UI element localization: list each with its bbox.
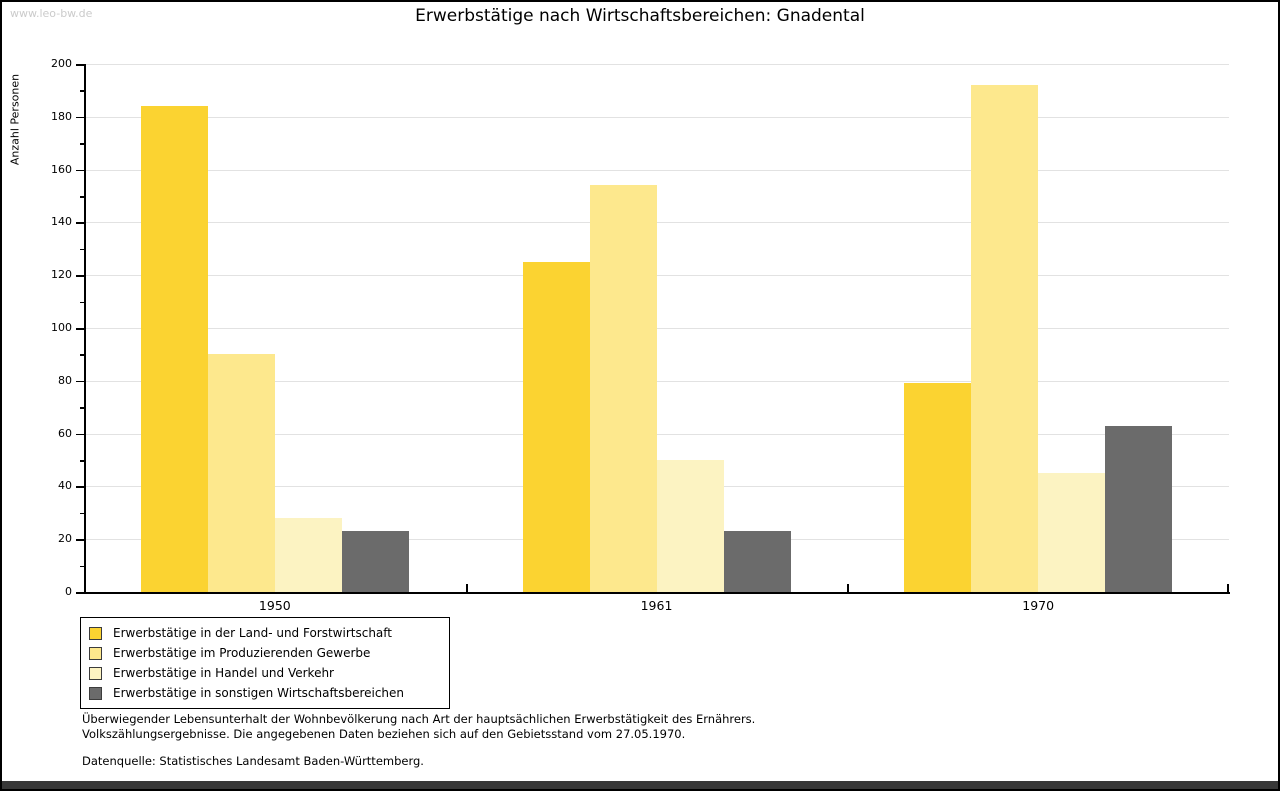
y-tick-label-40: 40 bbox=[58, 479, 72, 493]
y-major-tick-160 bbox=[76, 169, 84, 172]
watermark-url: www.leo-bw.de bbox=[10, 7, 93, 20]
bar-series1-1970 bbox=[904, 383, 972, 592]
legend-item: Erwerbstätige in sonstigen Wirtschaftsbe… bbox=[89, 683, 441, 703]
bar-series3-1950 bbox=[274, 518, 342, 592]
y-tick-label-0: 0 bbox=[65, 585, 72, 598]
gridline-200 bbox=[86, 64, 1229, 65]
gridline-100 bbox=[86, 328, 1229, 329]
legend-box: Erwerbstätige in der Land- und Forstwirt… bbox=[80, 617, 450, 709]
y-tick-label-20: 20 bbox=[58, 532, 72, 546]
x-category-label-1970: 1970 bbox=[1022, 598, 1055, 613]
y-major-tick-120 bbox=[76, 275, 84, 277]
bar-series2-1950 bbox=[207, 354, 275, 592]
y-minor-tick-190 bbox=[80, 90, 84, 92]
bar-series4-1970 bbox=[1105, 425, 1173, 592]
legend-item: Erwerbstätige im Produzierenden Gewerbe bbox=[89, 643, 441, 663]
y-axis-line bbox=[84, 64, 86, 594]
y-minor-tick-90 bbox=[80, 354, 84, 356]
y-major-tick-140 bbox=[76, 222, 84, 224]
gridline-140 bbox=[86, 222, 1229, 224]
y-major-tick-80 bbox=[76, 380, 84, 383]
x-category-label-1950: 1950 bbox=[258, 598, 291, 613]
y-tick-label-160: 160 bbox=[51, 162, 72, 176]
legend-label: Erwerbstätige in der Land- und Forstwirt… bbox=[113, 626, 392, 640]
legend-swatch-handel-verkehr bbox=[89, 666, 102, 680]
y-minor-tick-170 bbox=[80, 143, 84, 145]
bar-series3-1970 bbox=[1038, 473, 1106, 592]
y-major-tick-60 bbox=[76, 433, 84, 436]
footer-note-line2: Volkszählungsergebnisse. Die angegebenen… bbox=[82, 727, 686, 741]
legend-swatch-sonstige-bereiche bbox=[89, 686, 102, 700]
gridline-180 bbox=[86, 116, 1229, 118]
legend-swatch-land-forstwirtschaft bbox=[89, 626, 102, 640]
legend-item: Erwerbstätige in der Land- und Forstwirt… bbox=[89, 623, 441, 643]
y-major-tick-100 bbox=[76, 328, 84, 330]
x-boundary-tick-3 bbox=[1227, 584, 1229, 592]
y-minor-tick-30 bbox=[80, 512, 84, 515]
bar-series2-1970 bbox=[971, 85, 1039, 592]
y-minor-tick-130 bbox=[80, 248, 84, 251]
gridline-80 bbox=[86, 380, 1229, 382]
gridline-160 bbox=[86, 169, 1229, 171]
bar-series2-1961 bbox=[589, 185, 657, 592]
y-tick-label-120: 120 bbox=[51, 268, 72, 282]
y-tick-label-80: 80 bbox=[58, 373, 72, 387]
y-tick-label-200: 200 bbox=[51, 57, 72, 70]
y-minor-tick-70 bbox=[80, 407, 84, 409]
y-major-tick-200 bbox=[76, 64, 84, 66]
gridline-60 bbox=[86, 433, 1229, 435]
legend-label: Erwerbstätige im Produzierenden Gewerbe bbox=[113, 646, 371, 660]
x-axis-line bbox=[83, 592, 1230, 594]
y-minor-tick-150 bbox=[80, 196, 84, 198]
legend-label: Erwerbstätige in Handel und Verkehr bbox=[113, 666, 334, 680]
footer-notes: Überwiegender Lebensunterhalt der Wohnbe… bbox=[82, 712, 1182, 768]
y-tick-label-100: 100 bbox=[51, 321, 72, 334]
bar-series1-1961 bbox=[522, 262, 590, 592]
footer-note-line1: Überwiegender Lebensunterhalt der Wohnbe… bbox=[82, 712, 756, 726]
y-tick-label-60: 60 bbox=[58, 426, 72, 440]
y-minor-tick-10 bbox=[80, 565, 84, 568]
bottom-edge-bar bbox=[2, 781, 1278, 789]
gridline-120 bbox=[86, 275, 1229, 277]
footer-data-source: Datenquelle: Statistisches Landesamt Bad… bbox=[82, 754, 424, 768]
y-minor-tick-110 bbox=[80, 301, 84, 304]
chart-title: Erwerbstätige nach Wirtschaftsbereichen:… bbox=[415, 6, 865, 26]
bar-series3-1961 bbox=[656, 460, 724, 592]
x-category-label-1961: 1961 bbox=[640, 598, 673, 613]
legend-item: Erwerbstätige in Handel und Verkehr bbox=[89, 663, 441, 683]
bar-series4-1950 bbox=[341, 531, 409, 592]
y-tick-label-140: 140 bbox=[51, 215, 72, 229]
x-boundary-tick-1 bbox=[465, 584, 468, 592]
legend-label: Erwerbstätige in sonstigen Wirtschaftsbe… bbox=[113, 686, 405, 700]
x-boundary-tick-2 bbox=[847, 584, 850, 592]
legend-swatch-produzierendes-gewerbe bbox=[89, 646, 102, 660]
y-major-tick-40 bbox=[76, 486, 84, 488]
y-tick-label-180: 180 bbox=[51, 109, 72, 123]
y-major-tick-20 bbox=[76, 539, 84, 541]
x-boundary-tick-0 bbox=[84, 584, 86, 592]
y-major-tick-180 bbox=[76, 116, 84, 119]
bar-series4-1961 bbox=[723, 531, 791, 592]
y-minor-tick-50 bbox=[80, 460, 84, 462]
bar-series1-1950 bbox=[140, 106, 208, 592]
y-major-tick-0 bbox=[76, 592, 84, 594]
